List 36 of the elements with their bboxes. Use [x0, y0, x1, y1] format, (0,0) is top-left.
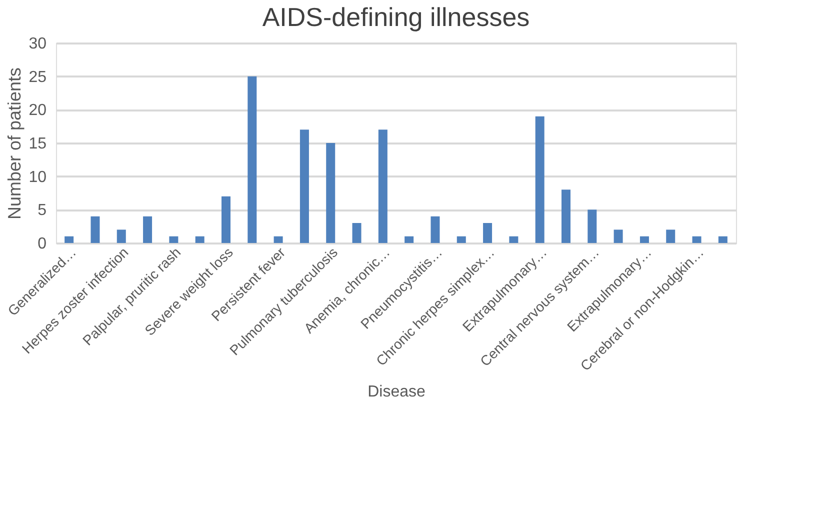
y-tick-label: 25: [28, 68, 47, 86]
bar: [718, 236, 728, 243]
bar: [483, 223, 492, 243]
chart-title: AIDS-defining illnesses: [262, 2, 530, 32]
bar: [222, 196, 230, 243]
bar: [666, 230, 676, 243]
bar: [116, 230, 126, 243]
bar: [90, 216, 100, 243]
bar: [274, 236, 283, 243]
y-tick-label: 15: [28, 136, 47, 152]
bar: [404, 236, 414, 243]
bar: [378, 130, 388, 243]
x-axis-title: Disease: [368, 384, 426, 401]
bar: [509, 236, 518, 243]
bar: [430, 216, 440, 243]
bar: [614, 230, 623, 243]
y-tick-label: 20: [28, 102, 47, 120]
bar: [692, 236, 702, 243]
y-tick-label: 10: [28, 168, 47, 186]
bar: [352, 223, 362, 243]
bar: [195, 236, 204, 243]
bar: [169, 236, 178, 243]
y-tick-label: 5: [38, 202, 47, 220]
bar: [535, 116, 544, 243]
y-tick-label: 30: [28, 36, 47, 52]
bar: [143, 216, 152, 243]
bar: [588, 210, 597, 243]
bar: [456, 236, 466, 243]
bar: [300, 130, 309, 243]
y-tick-label: 0: [38, 236, 47, 252]
bar: [64, 236, 74, 243]
bar: [248, 76, 257, 243]
bar: [562, 190, 570, 243]
bar: [326, 143, 336, 243]
y-axis-title: Number of patients: [4, 67, 25, 220]
bar: [640, 236, 649, 243]
